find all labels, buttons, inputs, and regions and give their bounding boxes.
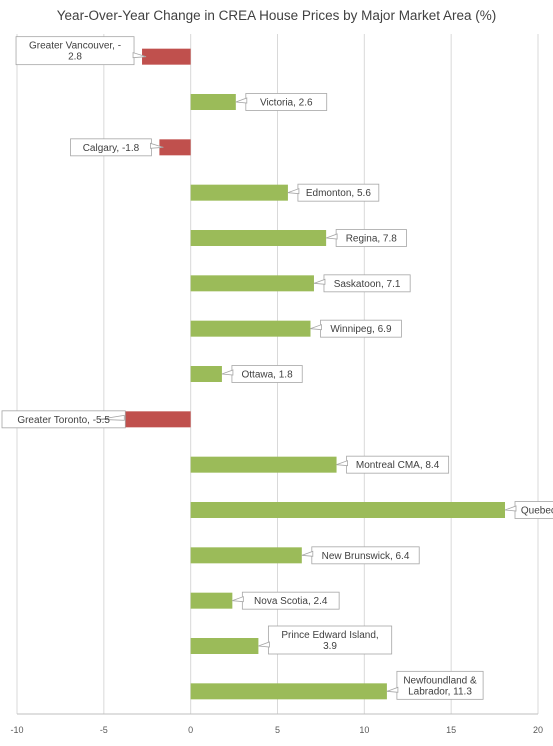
data-label-text: 2.8 [68,52,82,63]
bar [190,502,506,518]
x-tick-label: 15 [446,725,456,735]
data-label-text: Calgary, -1.8 [83,143,140,154]
bar [190,184,288,201]
data-label-text: Quebec CMA, 18.1 [521,506,553,517]
data-label: Edmonton, 5.6 [287,183,380,202]
bar [190,592,233,609]
x-tick-label: 20 [533,725,543,735]
bar [159,139,191,156]
bar [190,456,337,473]
data-label: New Brunswick, 6.4 [301,546,420,565]
x-tick-label: -10 [10,725,23,735]
data-label-text: Labrador, 11.3 [408,686,472,697]
data-label: Victoria, 2.6 [235,93,328,111]
data-label-text: Newfoundland & [403,675,477,686]
data-label-text: Saskatoon, 7.1 [334,279,401,290]
data-label: Calgary, -1.8 [70,138,164,157]
data-label-text: Regina, 7.8 [346,234,398,245]
data-label-text: Greater Toronto, -5.5 [17,415,110,426]
data-label: Quebec CMA, 18.1 [504,501,553,519]
data-label: Ottawa, 1.8 [221,365,303,383]
x-tick-label: 0 [188,725,193,735]
data-label-text: Edmonton, 5.6 [306,188,371,199]
data-label: Greater Vancouver, -2.8 [15,36,147,66]
data-label-text: Prince Edward Island, [281,630,378,641]
x-tick-label: -5 [100,725,108,735]
data-label-text: Greater Vancouver, - [29,41,121,52]
data-label: Prince Edward Island,3.9 [258,625,393,655]
bar [190,320,311,337]
bar [190,94,236,110]
data-label: Montreal CMA, 8.4 [336,455,450,474]
data-label-text: Nova Scotia, 2.4 [254,596,328,607]
bar [190,638,259,654]
bar [190,275,314,292]
data-label: Greater Toronto, -5.5 [1,410,126,429]
data-label-text: Victoria, 2.6 [260,98,313,109]
bar [190,366,222,382]
data-label-text: 3.9 [323,641,337,652]
data-label: Regina, 7.8 [325,229,407,247]
bar [142,48,191,65]
data-label: Winnipeg, 6.9 [310,319,402,338]
data-label: Nova Scotia, 2.4 [232,591,340,610]
bar [190,230,327,246]
data-label: Saskatoon, 7.1 [313,274,411,293]
data-label-text: Ottawa, 1.8 [242,370,294,381]
x-tick-label: 5 [275,725,280,735]
data-label-text: Winnipeg, 6.9 [330,324,392,335]
x-tick-label: 10 [359,725,369,735]
chart-title: Year-Over-Year Change in CREA House Pric… [56,8,497,23]
data-label-text: New Brunswick, 6.4 [322,551,410,562]
data-label-text: Montreal CMA, 8.4 [356,460,440,471]
bar [190,547,302,564]
data-label: Newfoundland &Labrador, 11.3 [386,670,484,700]
bar [190,683,387,700]
